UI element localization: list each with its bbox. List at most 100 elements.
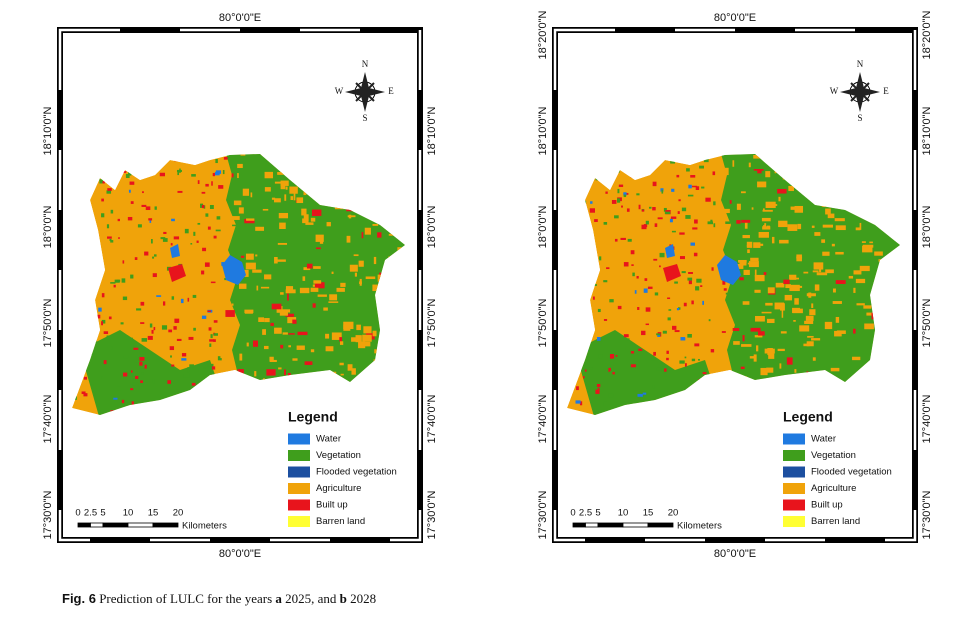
- land-patch: [630, 250, 635, 255]
- land-patch: [361, 341, 371, 347]
- land-patch: [598, 354, 603, 359]
- land-patch: [271, 197, 276, 200]
- land-patch: [301, 208, 307, 216]
- land-patch: [162, 301, 166, 306]
- land-patch: [211, 366, 216, 370]
- land-patch: [207, 310, 212, 313]
- land-patch: [621, 205, 623, 208]
- land-patch: [310, 287, 319, 292]
- scale-segment: [597, 522, 624, 528]
- land-patch: [130, 274, 134, 279]
- land-patch: [746, 245, 750, 247]
- land-patch: [831, 243, 835, 247]
- land-patch: [245, 253, 254, 260]
- land-patch: [311, 209, 322, 216]
- built-up: [168, 264, 186, 282]
- land-patch: [122, 372, 128, 377]
- land-patch: [695, 186, 700, 190]
- land-patch: [661, 189, 664, 194]
- land-patch: [262, 329, 266, 335]
- land-patch: [645, 220, 649, 225]
- land-patch: [799, 325, 810, 332]
- land-patch: [170, 355, 172, 358]
- land-patch: [255, 254, 258, 257]
- land-patch: [280, 292, 284, 295]
- land-patch: [856, 303, 865, 306]
- caption-text: 2025, and: [285, 591, 337, 606]
- land-patch: [139, 361, 143, 366]
- latitude-label: 17°50'0"N: [42, 298, 54, 347]
- land-patch: [284, 194, 287, 201]
- land-patch: [814, 284, 820, 291]
- land-patch: [127, 216, 133, 221]
- land-patch: [788, 185, 795, 192]
- land-patch: [609, 370, 613, 376]
- land-patch: [287, 293, 289, 301]
- land-patch: [140, 380, 143, 383]
- land-patch: [203, 205, 206, 209]
- latitude-label: 18°10'0"N: [537, 106, 549, 155]
- land-patch: [377, 232, 382, 238]
- scale-segment: [622, 522, 649, 528]
- land-patch: [861, 241, 866, 243]
- land-patch: [205, 213, 209, 217]
- land-patch: [807, 335, 814, 338]
- land-patch: [215, 158, 218, 164]
- land-patch: [351, 337, 357, 342]
- compass-e: E: [388, 86, 394, 96]
- legend-swatch: [288, 516, 310, 527]
- land-patch: [237, 163, 243, 169]
- land-patch: [193, 327, 196, 331]
- land-patch: [113, 284, 116, 288]
- land-patch: [664, 368, 667, 372]
- legend-swatch: [288, 466, 310, 478]
- top-label: 80°0'0"E: [714, 12, 756, 24]
- land-patch: [200, 203, 204, 208]
- land-patch: [171, 218, 175, 222]
- land-patch: [690, 175, 696, 178]
- latitude-label: 18°0'0"N: [537, 206, 549, 249]
- land-patch: [218, 185, 224, 189]
- latitude-label: 18°10'0"N: [42, 106, 54, 155]
- land-patch: [744, 222, 748, 229]
- land-patch: [785, 284, 791, 289]
- scale-segment: [647, 522, 674, 528]
- land-patch: [631, 264, 634, 266]
- land-patch: [277, 242, 288, 245]
- lake: [665, 244, 675, 258]
- land-patch: [304, 361, 313, 365]
- land-patch: [125, 174, 130, 179]
- land-patch: [296, 345, 305, 350]
- land-patch: [276, 306, 283, 313]
- land-patch: [354, 272, 357, 277]
- land-patch: [263, 345, 269, 350]
- land-patch: [835, 251, 844, 255]
- land-patch: [351, 368, 356, 375]
- land-patch: [760, 367, 768, 376]
- land-patch: [617, 305, 622, 310]
- land-patch: [677, 211, 680, 214]
- compass-s: S: [857, 113, 862, 123]
- scale-label: 0: [75, 508, 80, 519]
- land-patch: [691, 300, 694, 305]
- land-patch: [835, 280, 846, 284]
- land-patch: [101, 293, 105, 298]
- land-patch: [113, 397, 118, 400]
- land-patch: [152, 256, 155, 259]
- land-patch: [652, 181, 657, 187]
- land-patch: [793, 320, 796, 322]
- land-patch: [328, 301, 339, 303]
- map-panel: 80°0'0"E 80°0'0"E 18°10'0"N 18°0'0"N 17°50'0…: [42, 12, 438, 560]
- land-patch: [204, 262, 210, 267]
- land-patch: [116, 386, 121, 391]
- land-patch: [853, 270, 862, 275]
- land-patch: [778, 220, 788, 228]
- land-patch: [176, 338, 182, 341]
- land-patch: [130, 201, 134, 204]
- land-patch: [698, 358, 700, 361]
- compass-w: W: [335, 86, 344, 96]
- latitude-label: 18°20'0"N: [921, 10, 933, 59]
- land-patch: [676, 174, 680, 178]
- land-patch: [724, 167, 729, 176]
- land-patch: [138, 383, 144, 387]
